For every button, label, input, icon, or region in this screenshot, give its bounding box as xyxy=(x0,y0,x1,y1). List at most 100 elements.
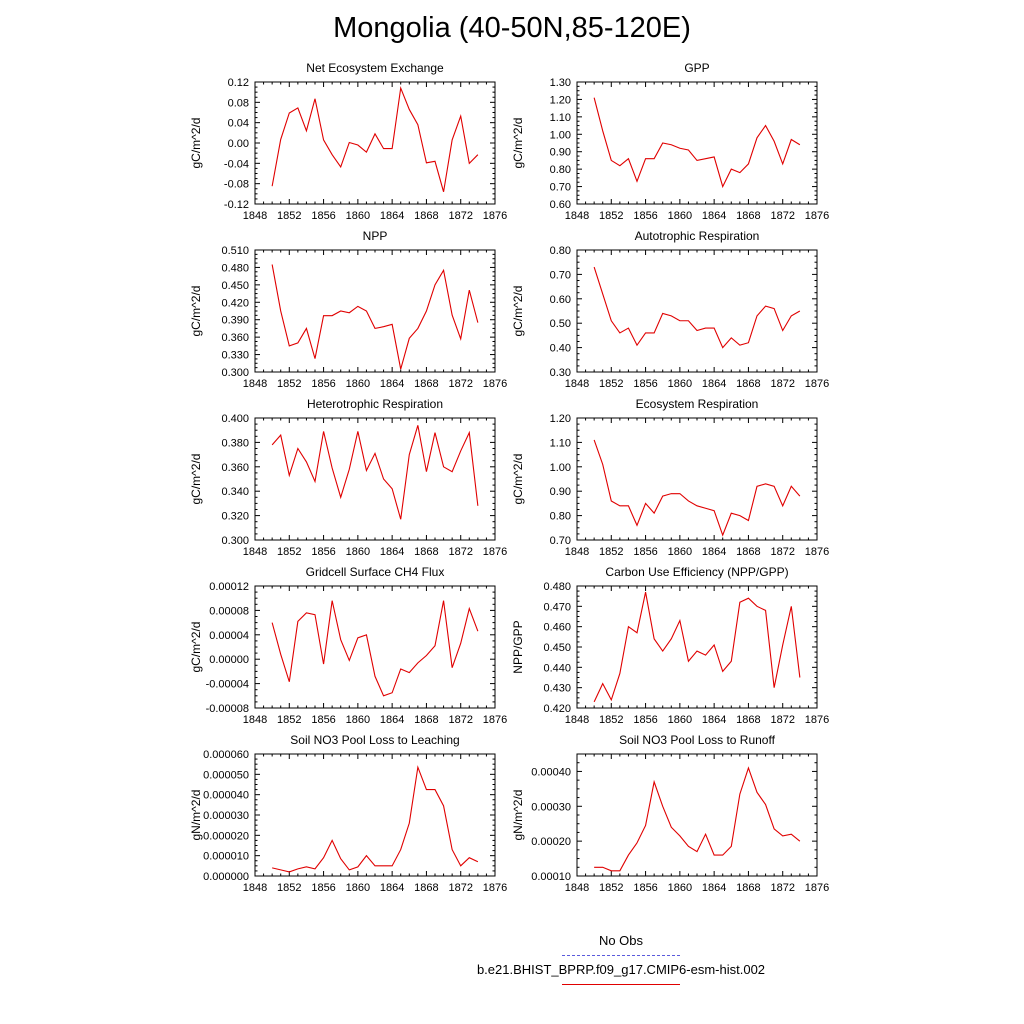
y-tick-label: 1.30 xyxy=(550,77,571,89)
figure-title: Mongolia (40-50N,85-120E) xyxy=(333,12,691,44)
panel-title: Net Ecosystem Exchange xyxy=(306,61,444,75)
y-tick-label: 0.30 xyxy=(550,367,571,379)
x-tick-label: 1864 xyxy=(380,210,404,222)
x-tick-label: 1864 xyxy=(380,378,404,390)
series-line xyxy=(593,439,801,537)
chart-panel-5: 1848 1852 1856 1860 1864 1868 1872 1876 0.300 0.3… xyxy=(189,397,507,558)
panel-title: Ecosystem Respiration xyxy=(636,397,759,411)
chart-panel-8: 1848 1852 1856 1860 1864 1868 1872 1876 0.420 0.4… xyxy=(511,565,829,726)
y-tick-label: 0.00012 xyxy=(209,581,249,593)
y-tick-label: 0.00020 xyxy=(531,836,571,848)
x-tick-label: 1860 xyxy=(668,378,692,390)
y-tick-label: 1.00 xyxy=(550,462,571,474)
x-tick-label: 1868 xyxy=(414,210,438,222)
plot-frame xyxy=(576,249,818,373)
y-tick-label: 0.480 xyxy=(543,581,571,593)
x-tick-label: 1856 xyxy=(311,546,335,558)
x-tick-label: 1864 xyxy=(380,546,404,558)
plot-frame xyxy=(254,249,496,373)
panel-title: GPP xyxy=(684,61,709,75)
x-tick-label: 1848 xyxy=(243,546,267,558)
x-tick-label: 1868 xyxy=(736,378,760,390)
x-tick-label: 1876 xyxy=(805,882,829,894)
y-tick-label: 0.80 xyxy=(550,164,571,176)
x-tick-label: 1864 xyxy=(702,882,726,894)
y-tick-label: 0.420 xyxy=(543,703,571,715)
y-tick-label: 0.470 xyxy=(543,601,571,613)
y-tick-label: 0.390 xyxy=(221,315,249,327)
x-tick-label: 1848 xyxy=(243,882,267,894)
series-line xyxy=(271,85,479,192)
x-tick-label: 1852 xyxy=(277,210,301,222)
y-tick-label: 0.80 xyxy=(550,511,571,523)
chart-panel-2: 1848 1852 1856 1860 1864 1868 1872 1876 0.60 0.70… xyxy=(511,61,829,222)
x-tick-label: 1856 xyxy=(633,378,657,390)
y-tick-label: 0.000000 xyxy=(203,871,249,883)
y-tick-label: 0.00030 xyxy=(531,801,571,813)
x-tick-label: 1848 xyxy=(565,546,589,558)
plot-frame xyxy=(576,417,818,541)
y-tick-label: 0.00000 xyxy=(209,654,249,666)
x-tick-label: 1868 xyxy=(736,210,760,222)
chart-panel-1: 1848 1852 1856 1860 1864 1868 1872 1876 -0.12 -0.… xyxy=(189,61,507,222)
x-tick-label: 1864 xyxy=(702,546,726,558)
y-tick-label: 0.00004 xyxy=(209,630,249,642)
y-tick-label: 0.000060 xyxy=(203,749,249,761)
y-tick-label: 0.340 xyxy=(221,486,249,498)
y-tick-label: 1.20 xyxy=(550,413,571,425)
x-tick-label: 1856 xyxy=(311,378,335,390)
x-tick-label: 1860 xyxy=(346,210,370,222)
panel-title: Carbon Use Efficiency (NPP/GPP) xyxy=(605,565,788,579)
x-tick-label: 1864 xyxy=(702,714,726,726)
y-axis-label: gC/m^2/d xyxy=(511,286,525,337)
x-tick-label: 1852 xyxy=(599,882,623,894)
x-tick-label: 1868 xyxy=(736,714,760,726)
y-tick-label: 0.000020 xyxy=(203,830,249,842)
y-tick-label: 0.60 xyxy=(550,294,571,306)
y-tick-label: 0.90 xyxy=(550,486,571,498)
y-tick-label: 0.320 xyxy=(221,511,249,523)
x-tick-label: 1848 xyxy=(243,378,267,390)
x-tick-label: 1852 xyxy=(599,378,623,390)
x-tick-label: 1848 xyxy=(565,378,589,390)
panel-title: Gridcell Surface CH4 Flux xyxy=(306,565,445,579)
y-tick-label: -0.12 xyxy=(224,199,249,211)
y-tick-label: 0.360 xyxy=(221,332,249,344)
x-tick-label: 1856 xyxy=(311,882,335,894)
y-tick-label: 0.380 xyxy=(221,437,249,449)
x-tick-label: 1852 xyxy=(599,546,623,558)
series-line xyxy=(593,266,801,349)
y-tick-label: 0.510 xyxy=(221,245,249,257)
y-tick-label: 0.90 xyxy=(550,147,571,159)
x-tick-label: 1856 xyxy=(311,210,335,222)
x-tick-label: 1876 xyxy=(483,378,507,390)
x-tick-label: 1872 xyxy=(448,210,472,222)
y-tick-label: 0.000010 xyxy=(203,851,249,863)
x-tick-label: 1864 xyxy=(380,882,404,894)
y-tick-label: 0.70 xyxy=(550,535,571,547)
y-tick-label: 1.10 xyxy=(550,437,571,449)
y-tick-label: 0.40 xyxy=(550,343,571,355)
x-tick-label: 1864 xyxy=(380,714,404,726)
x-tick-label: 1860 xyxy=(668,546,692,558)
x-tick-label: 1856 xyxy=(633,210,657,222)
panel-title: Autotrophic Respiration xyxy=(635,229,760,243)
x-tick-label: 1868 xyxy=(414,546,438,558)
y-tick-label: 1.10 xyxy=(550,112,571,124)
x-tick-label: 1872 xyxy=(770,378,794,390)
x-tick-label: 1856 xyxy=(311,714,335,726)
y-tick-label: 0.480 xyxy=(221,262,249,274)
plot-frame xyxy=(576,753,818,877)
chart-panel-4: 1848 1852 1856 1860 1864 1868 1872 1876 0.30 0.40… xyxy=(511,229,829,390)
plot-frame xyxy=(576,81,818,205)
x-tick-label: 1868 xyxy=(414,714,438,726)
x-tick-label: 1848 xyxy=(243,714,267,726)
x-tick-label: 1864 xyxy=(702,378,726,390)
y-tick-label: -0.00008 xyxy=(206,703,249,715)
plot-frame xyxy=(254,81,496,205)
y-tick-label: 0.00040 xyxy=(531,766,571,778)
x-tick-label: 1848 xyxy=(243,210,267,222)
x-tick-label: 1860 xyxy=(346,546,370,558)
y-axis-label: gN/m^2/d xyxy=(189,790,203,841)
x-tick-label: 1852 xyxy=(599,714,623,726)
